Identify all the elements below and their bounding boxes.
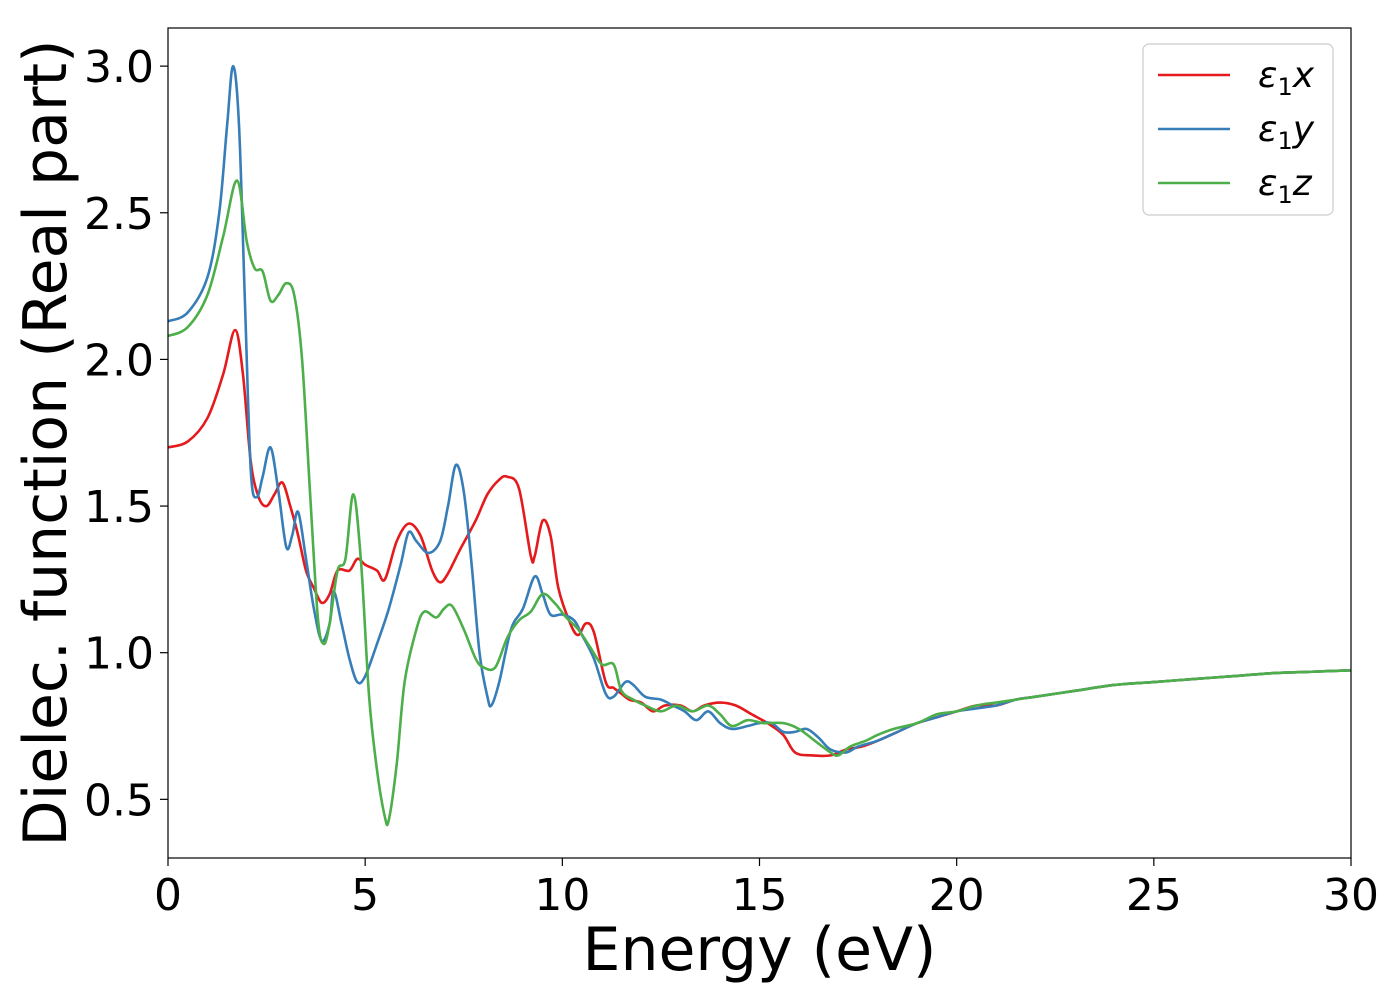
- series-line-eps1x: [168, 328, 1351, 758]
- x-tick-label: 10: [534, 870, 590, 921]
- legend-items: ε1x ε1y ε1z: [1158, 55, 1315, 209]
- x-tick-label: 20: [929, 870, 985, 921]
- legend-box: [1142, 43, 1334, 216]
- y-axis-ticks: 0.5 1.0 1.5 2.0 2.5 3.0: [84, 42, 168, 826]
- x-tick-label: 30: [1323, 870, 1379, 921]
- x-tick-label: 5: [351, 870, 379, 921]
- x-tick-label: 25: [1126, 870, 1182, 921]
- y-tick-label: 0.5: [84, 775, 154, 826]
- y-tick-label: 1.0: [84, 629, 154, 680]
- x-tick-label: 0: [154, 870, 182, 921]
- y-tick-label: 3.0: [84, 42, 154, 93]
- legend-label: ε1x: [1258, 55, 1315, 101]
- x-axis-title: Energy (eV): [583, 915, 937, 985]
- plot-lines: [168, 64, 1351, 827]
- legend-label: ε1z: [1258, 163, 1313, 209]
- legend-label: ε1y: [1258, 109, 1315, 155]
- y-tick-label: 2.5: [84, 189, 154, 240]
- legend: ε1x ε1y ε1z: [1142, 43, 1334, 216]
- x-axis-ticks: 0 5 10 15 20 25 30: [154, 858, 1379, 921]
- y-tick-label: 1.5: [84, 482, 154, 533]
- series-line-eps1y: [168, 64, 1351, 754]
- series-line-eps1z: [168, 179, 1351, 827]
- x-tick-label: 15: [732, 870, 788, 921]
- y-axis-title: Dielec. function (Real part): [11, 40, 81, 847]
- y-tick-label: 2.0: [84, 335, 154, 386]
